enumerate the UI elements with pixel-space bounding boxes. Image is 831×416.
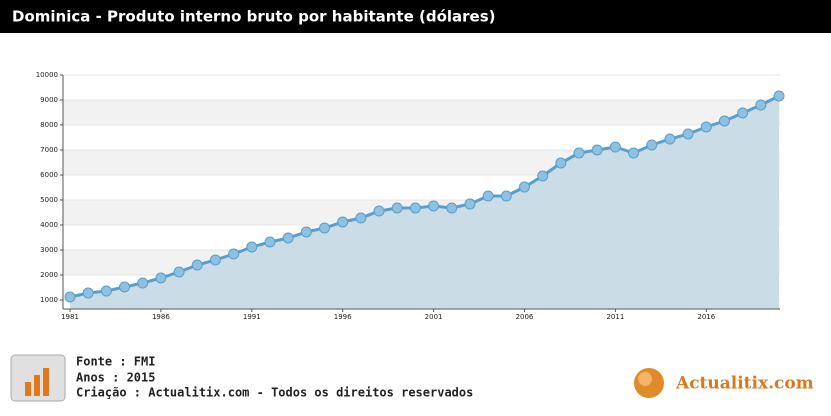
x-tick-label: 1996 bbox=[334, 313, 352, 321]
point bbox=[319, 222, 331, 234]
point bbox=[628, 147, 640, 159]
point bbox=[664, 133, 676, 145]
point bbox=[337, 216, 349, 228]
footer-source: Fonte : FMI bbox=[76, 355, 155, 369]
y-tick-label: 9000 bbox=[40, 96, 58, 104]
footer-credit: Criação : Actualitix.com - Todos os dire… bbox=[76, 386, 473, 400]
y-tick-label: 4000 bbox=[40, 221, 58, 229]
point bbox=[500, 190, 512, 202]
point bbox=[300, 226, 312, 238]
point bbox=[264, 236, 276, 248]
y-tick-label: 3000 bbox=[40, 246, 58, 254]
header-bar bbox=[0, 0, 831, 33]
y-tick-label: 7000 bbox=[40, 146, 58, 154]
point bbox=[573, 147, 585, 159]
point bbox=[228, 248, 240, 260]
point bbox=[591, 144, 603, 156]
area bbox=[70, 96, 779, 309]
x-tick-label: 2006 bbox=[516, 313, 534, 321]
x-tick-label: 2016 bbox=[697, 313, 715, 321]
point bbox=[191, 259, 203, 271]
logo-globe bbox=[634, 368, 664, 398]
point bbox=[682, 128, 694, 140]
y-tick-label: 8000 bbox=[40, 121, 58, 129]
point bbox=[482, 190, 494, 202]
point bbox=[391, 202, 403, 214]
point bbox=[282, 232, 294, 244]
point bbox=[773, 90, 785, 102]
point bbox=[100, 285, 112, 297]
point bbox=[428, 200, 440, 212]
point bbox=[464, 198, 476, 210]
point bbox=[718, 115, 730, 127]
x-tick-label: 2001 bbox=[425, 313, 443, 321]
footer-icon bbox=[10, 354, 66, 402]
x-tick-label: 1986 bbox=[152, 313, 170, 321]
point bbox=[209, 254, 221, 266]
point bbox=[755, 99, 767, 111]
point bbox=[737, 107, 749, 119]
point bbox=[537, 170, 549, 182]
y-tick-label: 2000 bbox=[40, 271, 58, 279]
point bbox=[119, 281, 131, 293]
y-tick-label: 6000 bbox=[40, 171, 58, 179]
line bbox=[69, 94, 780, 299]
x-tick-label: 1981 bbox=[61, 313, 79, 321]
grid-band bbox=[63, 100, 780, 125]
chart-title: Dominica - Produto interno bruto por hab… bbox=[12, 8, 496, 26]
point bbox=[155, 272, 167, 284]
point bbox=[137, 277, 149, 289]
point bbox=[646, 139, 658, 151]
y-tick-label: 1000 bbox=[40, 296, 58, 304]
y-tick-label: 10000 bbox=[36, 71, 58, 79]
y-tick-label: 5000 bbox=[40, 196, 58, 204]
point bbox=[609, 141, 621, 153]
point bbox=[64, 291, 76, 303]
x-tick-label: 2011 bbox=[606, 313, 624, 321]
point bbox=[173, 266, 185, 278]
footer-years: Anos : 2015 bbox=[76, 371, 155, 385]
point bbox=[373, 205, 385, 217]
point bbox=[446, 202, 458, 214]
point bbox=[82, 287, 94, 299]
point bbox=[355, 212, 367, 224]
point bbox=[246, 241, 258, 253]
point bbox=[700, 121, 712, 133]
point bbox=[555, 157, 567, 169]
x-tick-label: 1991 bbox=[243, 313, 261, 321]
point bbox=[518, 181, 530, 193]
logo-text: Actualitix.com bbox=[675, 374, 814, 394]
point bbox=[409, 202, 421, 214]
